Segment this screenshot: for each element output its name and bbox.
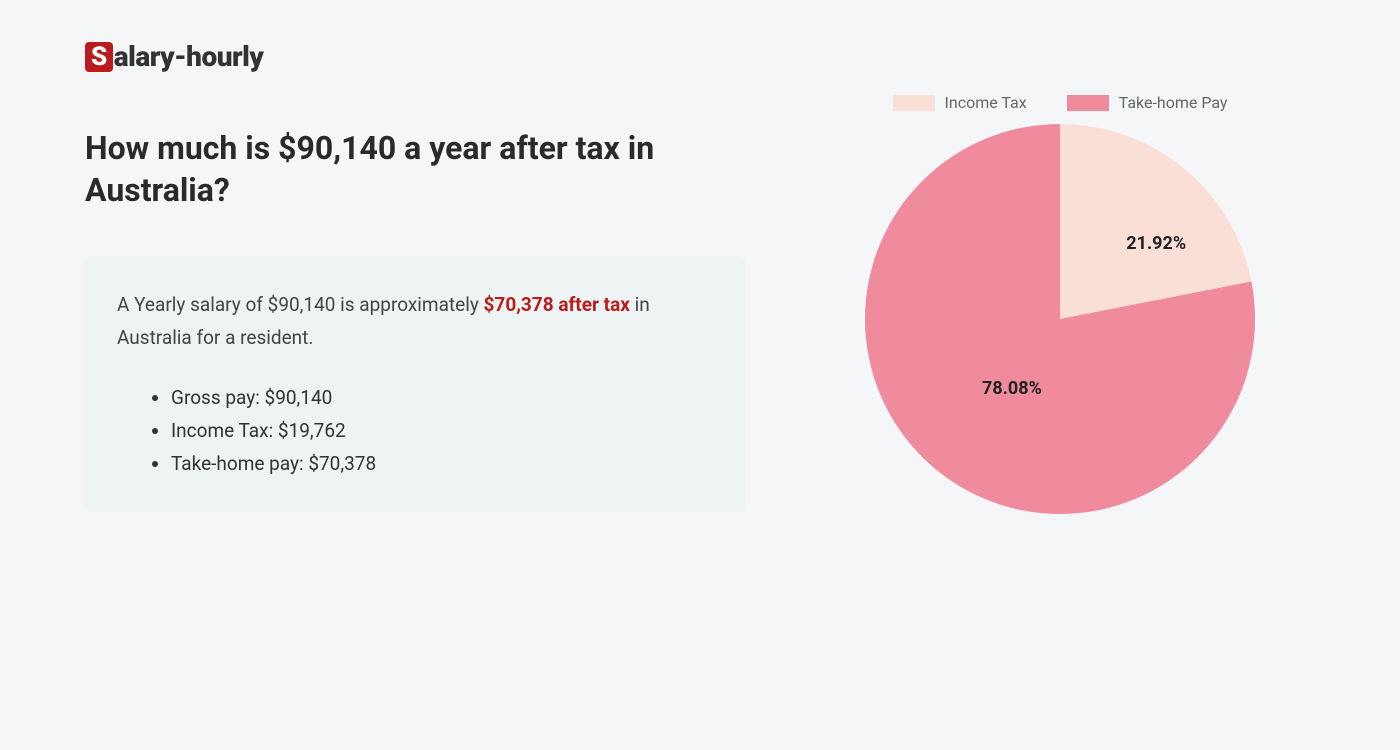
summary-highlight: $70,378 after tax bbox=[484, 293, 630, 316]
summary-pre: A Yearly salary of $90,140 is approximat… bbox=[117, 293, 484, 316]
page-title: How much is $90,140 a year after tax in … bbox=[85, 128, 745, 211]
list-item: Gross pay: $90,140 bbox=[171, 381, 713, 414]
pie-slice-label: 78.08% bbox=[982, 378, 1042, 399]
chart-legend: Income Tax Take-home Pay bbox=[893, 93, 1228, 112]
site-logo: S alary-hourly bbox=[85, 40, 1315, 73]
summary-text: A Yearly salary of $90,140 is approximat… bbox=[117, 288, 713, 355]
list-item: Income Tax: $19,762 bbox=[171, 414, 713, 447]
legend-item-income-tax: Income Tax bbox=[893, 93, 1027, 112]
pie-graphic bbox=[865, 124, 1255, 514]
list-item: Take-home pay: $70,378 bbox=[171, 447, 713, 480]
left-column: How much is $90,140 a year after tax in … bbox=[85, 128, 745, 514]
right-column: Income Tax Take-home Pay 21.92% 78.08% bbox=[805, 93, 1315, 514]
breakdown-list: Gross pay: $90,140 Income Tax: $19,762 T… bbox=[117, 381, 713, 481]
legend-label: Income Tax bbox=[945, 93, 1027, 112]
legend-label: Take-home Pay bbox=[1119, 93, 1228, 112]
logo-text: alary-hourly bbox=[114, 40, 264, 73]
summary-box: A Yearly salary of $90,140 is approximat… bbox=[85, 256, 745, 512]
legend-swatch bbox=[893, 95, 935, 111]
legend-swatch bbox=[1067, 95, 1109, 111]
logo-badge: S bbox=[85, 42, 113, 72]
legend-item-take-home: Take-home Pay bbox=[1067, 93, 1228, 112]
pie-slice-label: 21.92% bbox=[1126, 233, 1186, 254]
main-content: How much is $90,140 a year after tax in … bbox=[85, 128, 1315, 514]
pie-chart: 21.92% 78.08% bbox=[865, 124, 1255, 514]
